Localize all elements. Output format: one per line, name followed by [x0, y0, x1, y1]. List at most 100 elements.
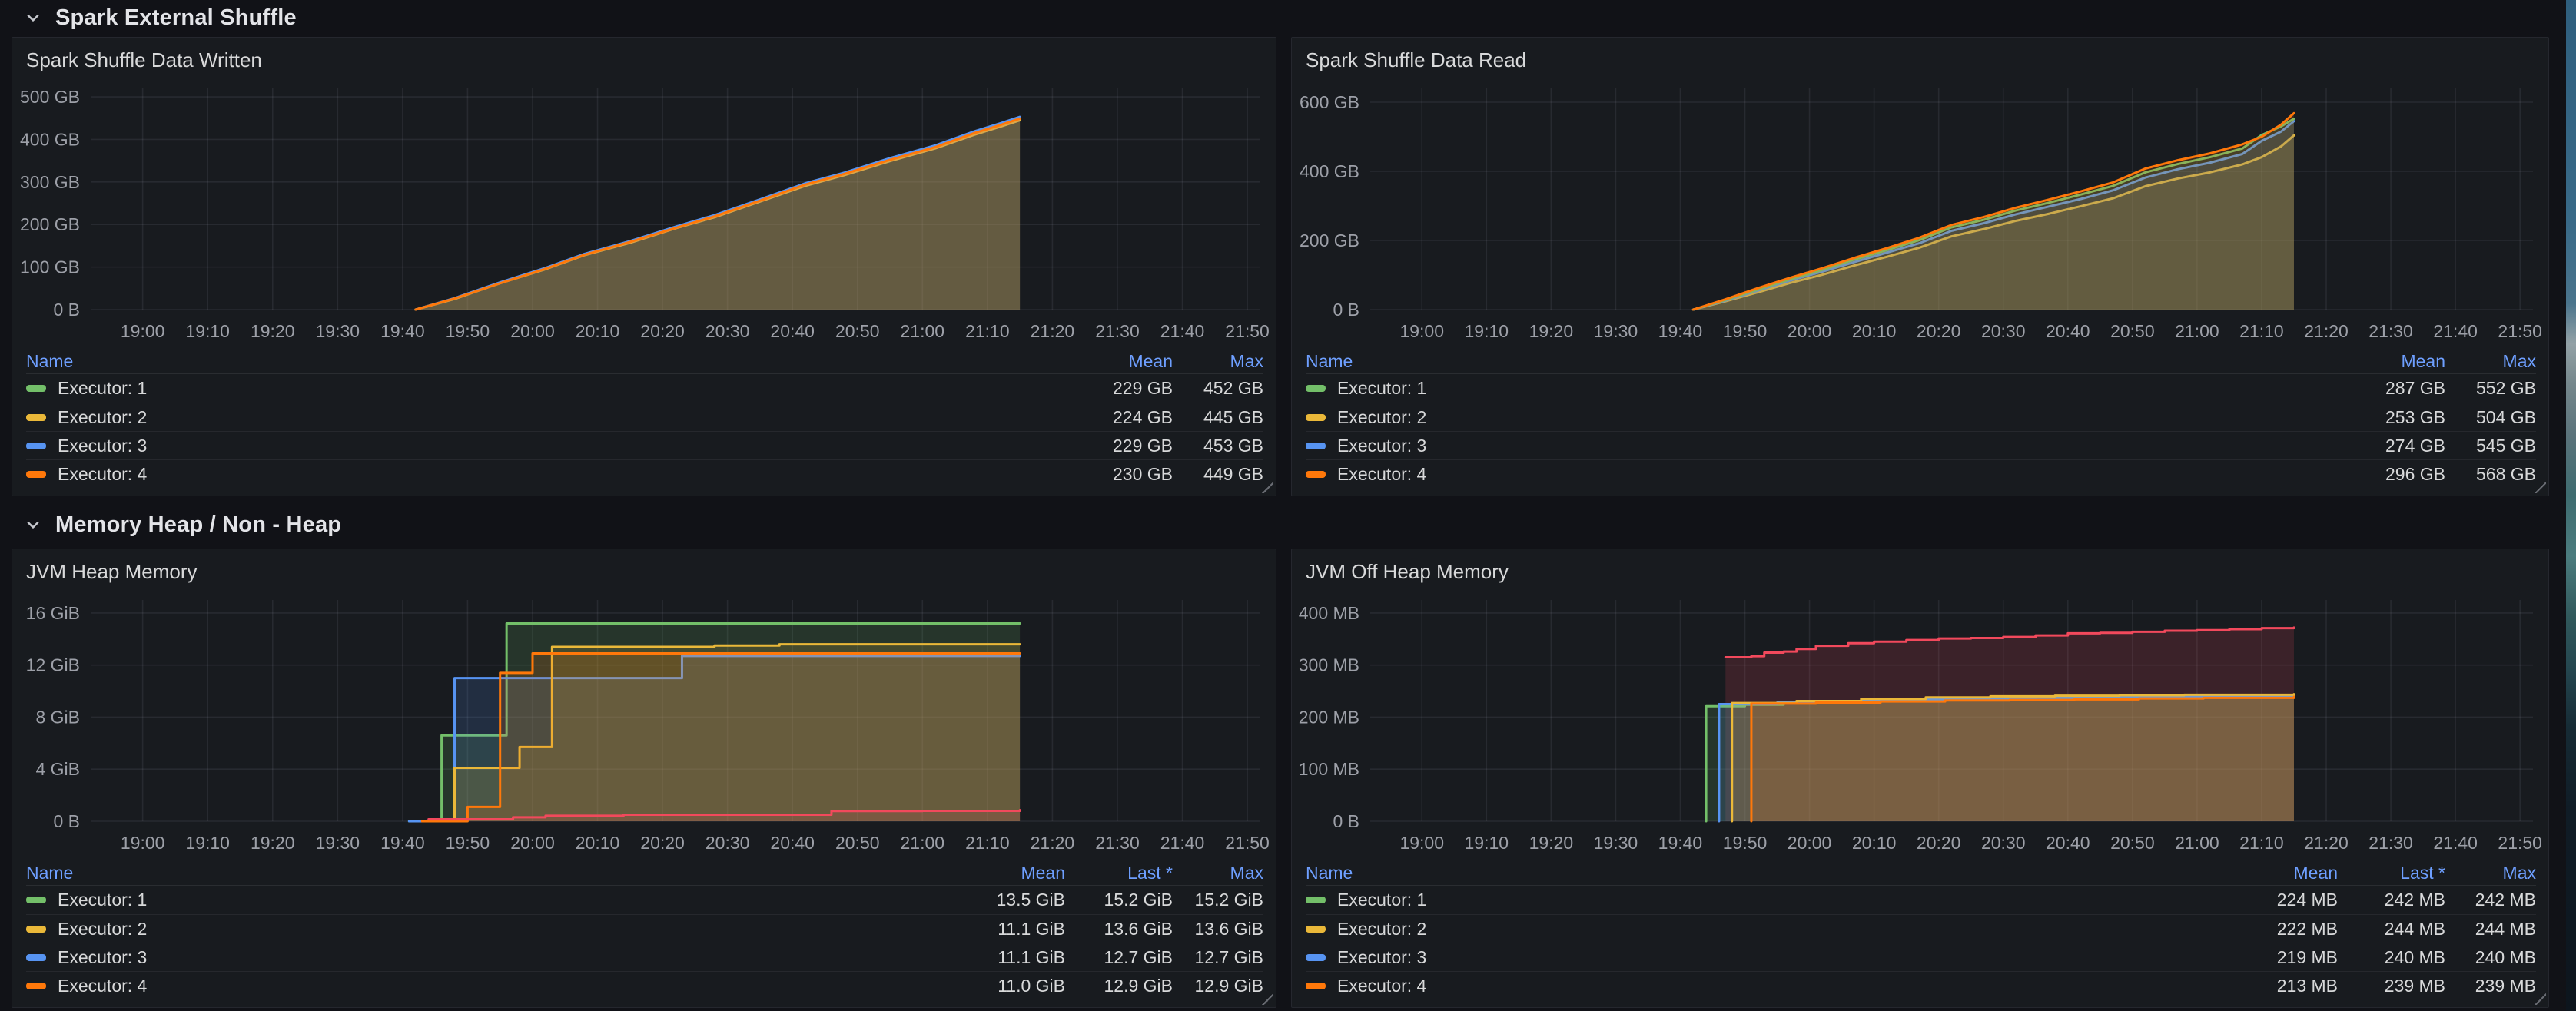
svg-text:19:40: 19:40 — [1658, 321, 1703, 341]
section-title[interactable]: Memory Heap / Non - Heap — [55, 512, 341, 538]
legend-series-name[interactable]: Executor: 1 — [26, 890, 958, 910]
legend-row: Executor: 411.0 GiB12.9 GiB12.9 GiB — [26, 971, 1263, 999]
legend-header-mean[interactable]: Mean — [2338, 351, 2445, 372]
legend-header-max[interactable]: Max — [2445, 351, 2536, 372]
legend-series-name[interactable]: Executor: 3 — [1306, 436, 2338, 456]
legend-value: 15.2 GiB — [1065, 890, 1173, 910]
time-series-chart[interactable]: 19:0019:1019:2019:3019:4019:5020:0020:10… — [17, 589, 1270, 860]
legend-series-swatch[interactable] — [26, 385, 46, 392]
legend-value: 15.2 GiB — [1173, 890, 1263, 910]
svg-text:19:40: 19:40 — [380, 321, 425, 341]
legend-header-last[interactable]: Last * — [1065, 863, 1173, 883]
legend-series-name[interactable]: Executor: 4 — [26, 464, 1065, 485]
svg-text:300 GB: 300 GB — [20, 172, 80, 192]
svg-text:19:50: 19:50 — [1723, 833, 1768, 853]
legend-series-swatch[interactable] — [1306, 471, 1326, 478]
panel-title[interactable]: Spark Shuffle Data Written — [26, 48, 262, 72]
legend-series-name[interactable]: Executor: 2 — [26, 407, 1065, 428]
legend-series-swatch[interactable] — [1306, 897, 1326, 903]
legend-header: NameMeanLast *Max — [1306, 861, 2536, 886]
time-series-chart[interactable]: 19:0019:1019:2019:3019:4019:5020:0020:10… — [17, 78, 1270, 348]
legend-series-name[interactable]: Executor: 3 — [1306, 947, 2230, 968]
legend-series-name[interactable]: Executor: 4 — [1306, 976, 2230, 996]
legend-row: Executor: 3219 MB240 MB240 MB — [1306, 943, 2536, 971]
legend-header-mean[interactable]: Mean — [958, 863, 1065, 883]
panel-title[interactable]: JVM Heap Memory — [26, 560, 198, 584]
legend-series-swatch[interactable] — [26, 471, 46, 478]
legend-row: Executor: 1287 GB552 GB — [1306, 374, 2536, 403]
legend-value: 449 GB — [1173, 464, 1263, 485]
legend-value: 242 MB — [2445, 890, 2536, 910]
legend-header-mean[interactable]: Mean — [2230, 863, 2338, 883]
svg-text:20:00: 20:00 — [1788, 321, 1832, 341]
svg-text:8 GiB: 8 GiB — [35, 707, 80, 727]
legend-series-swatch[interactable] — [26, 897, 46, 903]
legend-value: 12.9 GiB — [1065, 976, 1173, 996]
legend-series-swatch[interactable] — [26, 983, 46, 989]
legend-header-name[interactable]: Name — [26, 863, 958, 883]
legend-value: 11.1 GiB — [958, 947, 1065, 968]
svg-text:100 MB: 100 MB — [1299, 759, 1359, 779]
svg-text:200 GB: 200 GB — [20, 214, 80, 234]
svg-text:0 B: 0 B — [53, 811, 80, 831]
time-series-chart[interactable]: 19:0019:1019:2019:3019:4019:5020:0020:10… — [1296, 78, 2542, 348]
legend-series-name[interactable]: Executor: 3 — [26, 947, 958, 968]
panel-title[interactable]: JVM Off Heap Memory — [1306, 560, 1509, 584]
legend-series-name[interactable]: Executor: 4 — [1306, 464, 2338, 485]
legend-series-swatch[interactable] — [1306, 983, 1326, 989]
legend-series-swatch[interactable] — [1306, 954, 1326, 961]
chevron-down-icon[interactable] — [23, 8, 43, 28]
svg-text:19:20: 19:20 — [1529, 833, 1574, 853]
legend-series-swatch[interactable] — [1306, 443, 1326, 449]
legend-row: Executor: 2222 MB244 MB244 MB — [1306, 914, 2536, 943]
section-title[interactable]: Spark External Shuffle — [55, 5, 297, 31]
legend-series-label: Executor: 3 — [58, 436, 147, 456]
legend-series-label: Executor: 1 — [1337, 890, 1426, 910]
legend-header-name[interactable]: Name — [1306, 351, 2338, 372]
svg-text:21:40: 21:40 — [2433, 833, 2478, 853]
legend-series-name[interactable]: Executor: 4 — [26, 976, 958, 996]
svg-text:400 MB: 400 MB — [1299, 603, 1359, 623]
legend-row: Executor: 2224 GB445 GB — [26, 403, 1263, 431]
svg-text:19:50: 19:50 — [1723, 321, 1768, 341]
legend-series-swatch[interactable] — [1306, 926, 1326, 933]
legend-series-name[interactable]: Executor: 3 — [26, 436, 1065, 456]
legend-header-name[interactable]: Name — [26, 351, 1065, 372]
legend-header-last[interactable]: Last * — [2338, 863, 2445, 883]
time-series-chart[interactable]: 19:0019:1019:2019:3019:4019:5020:0020:10… — [1296, 589, 2542, 860]
svg-text:21:20: 21:20 — [2304, 833, 2349, 853]
legend-value: 222 MB — [2230, 919, 2338, 940]
legend-series-name[interactable]: Executor: 1 — [1306, 378, 2338, 399]
svg-text:19:10: 19:10 — [185, 833, 230, 853]
legend-header-mean[interactable]: Mean — [1065, 351, 1173, 372]
legend-series-name[interactable]: Executor: 2 — [26, 919, 958, 940]
legend-series-name[interactable]: Executor: 1 — [1306, 890, 2230, 910]
legend-series-swatch[interactable] — [26, 954, 46, 961]
legend-header-max[interactable]: Max — [2445, 863, 2536, 883]
grafana-dashboard: { "theme": { "page_bg": "#111217", "pane… — [0, 0, 2576, 1011]
legend-series-name[interactable]: Executor: 2 — [1306, 919, 2230, 940]
svg-text:16 GiB: 16 GiB — [26, 603, 80, 623]
legend-series-swatch[interactable] — [26, 926, 46, 933]
svg-text:19:30: 19:30 — [1594, 321, 1638, 341]
svg-text:21:40: 21:40 — [1160, 321, 1205, 341]
chart-area: 19:0019:1019:2019:3019:4019:5020:0020:10… — [1296, 589, 2542, 860]
svg-text:20:50: 20:50 — [835, 833, 880, 853]
legend-series-name[interactable]: Executor: 1 — [26, 378, 1065, 399]
legend-header-name[interactable]: Name — [1306, 863, 2230, 883]
legend-header-max[interactable]: Max — [1173, 863, 1263, 883]
legend-series-swatch[interactable] — [26, 414, 46, 421]
legend-header-max[interactable]: Max — [1173, 351, 1263, 372]
legend-series-name[interactable]: Executor: 2 — [1306, 407, 2338, 428]
legend-series-swatch[interactable] — [26, 443, 46, 449]
svg-text:0 B: 0 B — [1333, 811, 1359, 831]
svg-text:19:30: 19:30 — [1594, 833, 1638, 853]
section-header-memory-heap[interactable]: Memory Heap / Non - Heap — [23, 509, 341, 541]
legend-series-label: Executor: 4 — [1337, 976, 1426, 996]
legend-value: 11.0 GiB — [958, 976, 1065, 996]
panel-title[interactable]: Spark Shuffle Data Read — [1306, 48, 1526, 72]
legend-series-swatch[interactable] — [1306, 385, 1326, 392]
legend-series-swatch[interactable] — [1306, 414, 1326, 421]
section-header-spark-external-shuffle[interactable]: Spark External Shuffle — [23, 2, 297, 34]
chevron-down-icon[interactable] — [23, 515, 43, 535]
